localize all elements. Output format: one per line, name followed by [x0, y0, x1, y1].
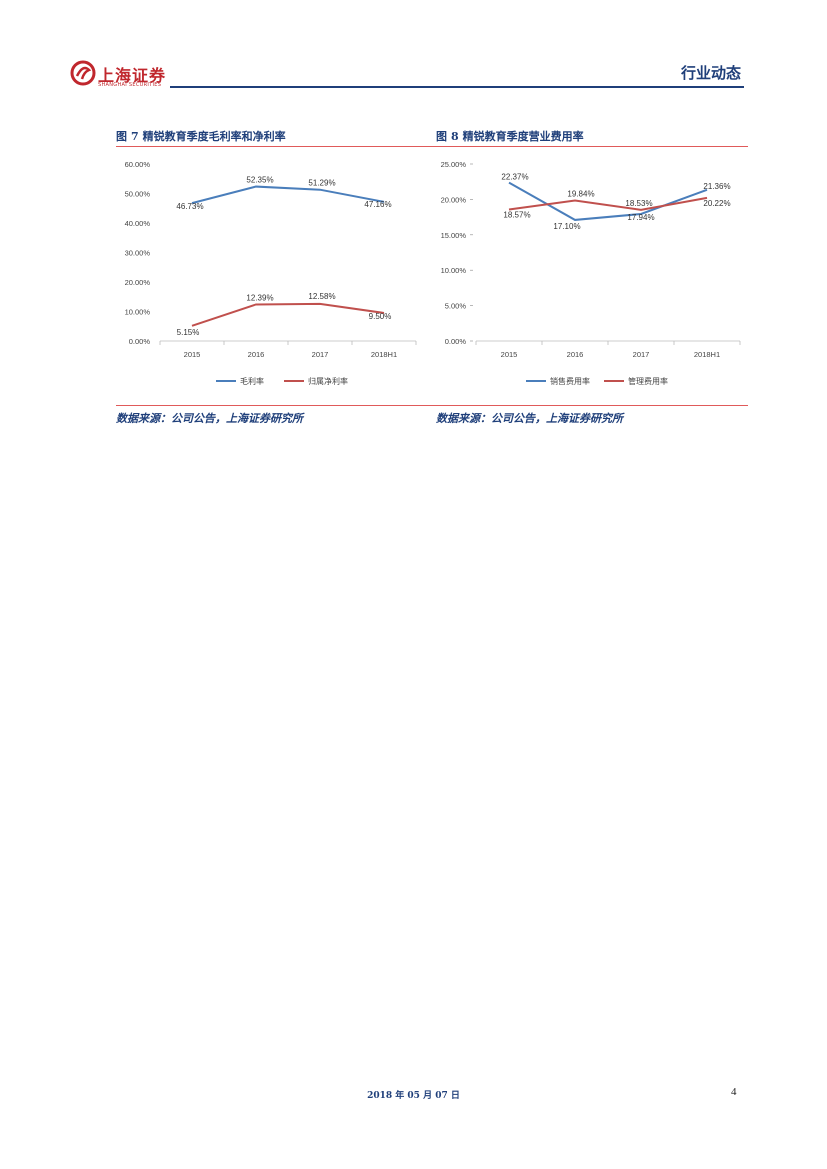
figure-prefix: 图	[436, 130, 447, 143]
series-line-1	[508, 181, 708, 221]
y-tick-label: 60.00%	[125, 160, 151, 169]
series-line-2	[191, 302, 385, 327]
y-tick-label: 0.00%	[445, 337, 467, 346]
data-label: 17.10%	[553, 222, 580, 231]
y-tick-label: 5.00%	[445, 302, 467, 311]
header-divider	[170, 86, 744, 88]
figure-number: 8	[451, 130, 459, 143]
logo-subtext: SHANGHAI SECURITIES	[98, 82, 162, 88]
x-tick-label: 2016	[248, 350, 265, 359]
figure-prefix: 图	[116, 130, 127, 143]
data-label: 21.36%	[703, 182, 730, 191]
series-line-1	[191, 185, 385, 205]
x-tick-label: 2017	[312, 350, 329, 359]
data-label: 5.15%	[177, 328, 200, 337]
section-tag: 行业动态	[680, 64, 741, 82]
page-number: 4	[731, 1086, 737, 1098]
x-tick-label: 2018H1	[371, 350, 397, 359]
figure-7-title: 图 7 精锐教育季度毛利率和净利率	[116, 128, 286, 144]
data-label: 46.73%	[176, 202, 203, 211]
y-tick-label: 10.00%	[441, 266, 467, 275]
x-tick-label: 2015	[501, 350, 518, 359]
figure-8-source: 数据来源：公司公告，上海证券研究所	[436, 412, 623, 425]
y-tick-label: 30.00%	[125, 249, 151, 258]
data-label: 12.58%	[308, 292, 335, 301]
data-label: 18.57%	[503, 211, 530, 220]
x-tick-label: 2017	[633, 350, 650, 359]
data-label: 51.29%	[308, 179, 335, 188]
x-tick-label: 2016	[567, 350, 584, 359]
figure-8-title: 图 8 精锐教育季度营业费用率	[436, 128, 584, 144]
data-label: 19.84%	[567, 190, 594, 199]
chart-8-svg: 0.00% 5.00% 10.00% 15.00% 20.00% 25.00% 2015 20…	[441, 160, 741, 386]
data-label: 18.53%	[625, 199, 652, 208]
x-tick-label: 2015	[184, 350, 201, 359]
y-tick-label: 20.00%	[441, 195, 467, 204]
legend-label: 管理费用率	[628, 376, 668, 386]
y-tick-label: 20.00%	[125, 278, 151, 287]
y-tick-label: 0.00%	[129, 337, 151, 346]
data-label: 12.39%	[246, 293, 273, 302]
table-top-rule	[116, 146, 748, 147]
data-label: 22.37%	[501, 173, 528, 182]
data-label: 47.16%	[364, 200, 391, 209]
company-logo: 上海证券 SHANGHAI SECURITIES	[70, 60, 170, 94]
legend-label: 毛利率	[240, 376, 264, 386]
legend-label: 归属净利率	[308, 376, 348, 386]
chart-7-svg: 0.00% 10.00% 20.00% 30.00% 40.00% 50.00% 60.00…	[125, 160, 417, 386]
figure-caption: 精锐教育季度营业费用率	[462, 130, 584, 143]
x-tick-label: 2018H1	[694, 350, 720, 359]
y-tick-label: 50.00%	[125, 190, 151, 199]
logo-text: 上海证券	[98, 66, 167, 85]
y-tick-label: 40.00%	[125, 219, 151, 228]
chart-gross-net-margin: 0.00% 10.00% 20.00% 30.00% 40.00% 50.00% 60.00…	[116, 152, 426, 402]
data-label: 20.22%	[703, 199, 730, 208]
data-label: 17.94%	[627, 213, 654, 222]
y-tick-label: 15.00%	[441, 231, 467, 240]
data-label: 52.35%	[246, 176, 273, 185]
table-bottom-rule	[116, 405, 748, 406]
y-tick-label: 10.00%	[125, 308, 151, 317]
y-tick-label: 25.00%	[441, 160, 467, 169]
logo-emblem-icon	[70, 60, 96, 86]
report-date: 2018 年 05 月 07 日	[367, 1091, 460, 1101]
chart-expense-ratio: 0.00% 5.00% 10.00% 15.00% 20.00% 25.00% 2015 20…	[436, 152, 748, 402]
figure-caption: 精锐教育季度毛利率和净利率	[142, 130, 286, 143]
legend-label: 销售费用率	[550, 376, 590, 386]
series-line-2	[508, 196, 708, 211]
figure-7-source: 数据来源：公司公告，上海证券研究所	[116, 412, 303, 425]
figure-number: 7	[131, 130, 139, 143]
data-label: 9.50%	[369, 312, 392, 321]
